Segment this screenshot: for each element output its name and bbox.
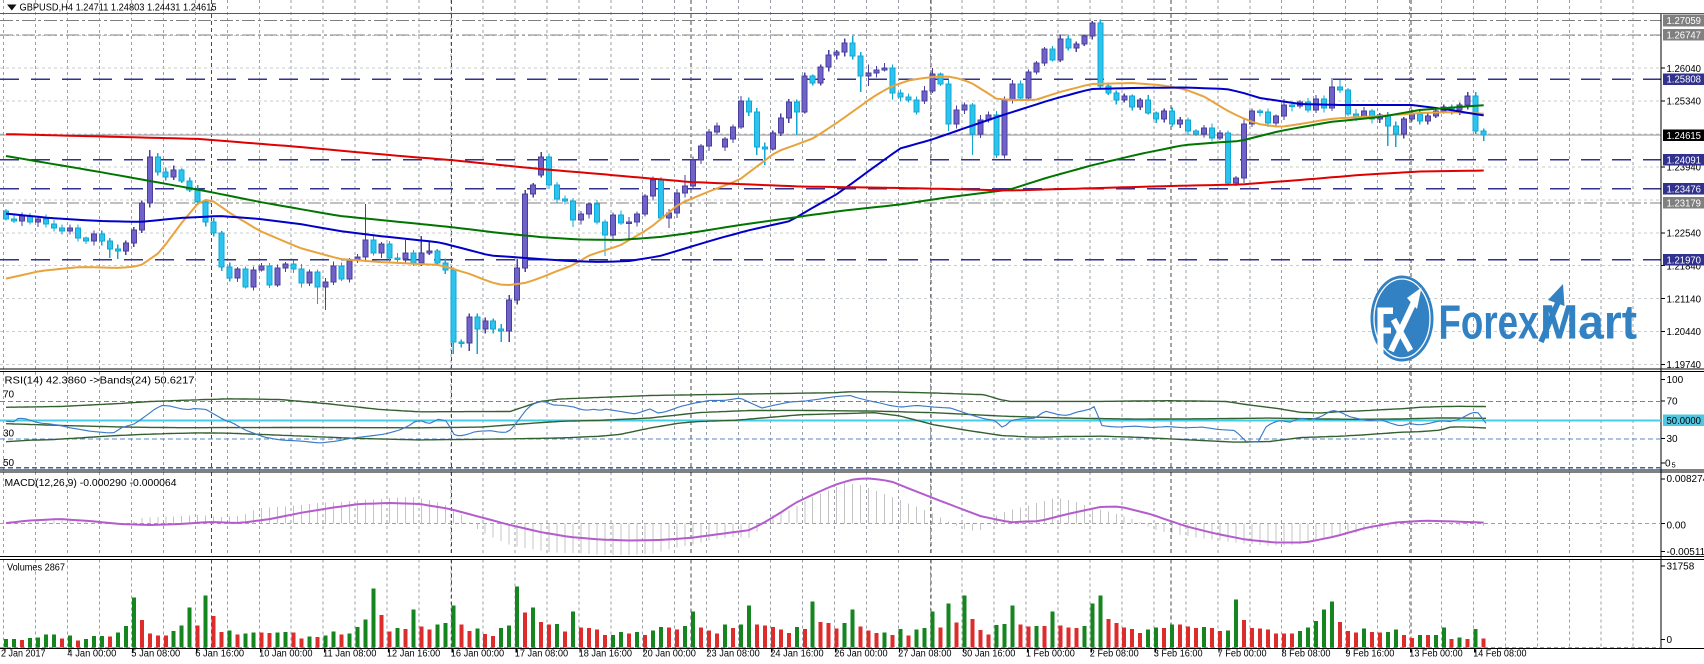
svg-text:100: 100 — [1667, 375, 1684, 386]
svg-text:1.26747: 1.26747 — [1667, 31, 1702, 42]
svg-text:1.26040: 1.26040 — [1667, 64, 1702, 75]
svg-text:5: 5 — [1672, 461, 1676, 470]
svg-text:1.24091: 1.24091 — [1667, 156, 1702, 167]
svg-text:0: 0 — [1665, 459, 1671, 470]
svg-text:1.19740: 1.19740 — [1667, 360, 1702, 371]
svg-text:RSI(14) 42.3860 ->Bands(24) 5: RSI(14) 42.3860 ->Bands(24) 50.6217 — [5, 375, 195, 386]
svg-text:0: 0 — [1667, 635, 1673, 646]
svg-text:0.008274: 0.008274 — [1667, 474, 1704, 485]
svg-text:1.23940: 1.23940 — [1667, 163, 1702, 174]
svg-text:1.24615: 1.24615 — [1667, 131, 1702, 142]
svg-text:70: 70 — [3, 389, 15, 400]
svg-text:1.22540: 1.22540 — [1667, 228, 1702, 239]
svg-text:50: 50 — [3, 458, 15, 469]
svg-text:1.21970: 1.21970 — [1667, 255, 1702, 266]
svg-text:17 Jan 08:00: 17 Jan 08:00 — [515, 648, 569, 659]
svg-text:7 Feb 00:00: 7 Feb 00:00 — [1218, 648, 1267, 659]
svg-text:1.20440: 1.20440 — [1667, 327, 1702, 338]
svg-text:1.27059: 1.27059 — [1667, 16, 1702, 27]
svg-text:11 Jan 08:00: 11 Jan 08:00 — [323, 648, 377, 659]
svg-text:1.23179: 1.23179 — [1667, 198, 1702, 209]
svg-text:-0.005115: -0.005115 — [1667, 547, 1704, 558]
svg-text:31758: 31758 — [1667, 562, 1695, 573]
svg-text:Forex: Forex — [1439, 297, 1539, 350]
svg-text:18 Jan 16:00: 18 Jan 16:00 — [579, 648, 633, 659]
svg-text:2 Jan 2017: 2 Jan 2017 — [1, 648, 46, 659]
svg-text:70: 70 — [1667, 396, 1679, 407]
svg-text:1.21140: 1.21140 — [1667, 294, 1702, 305]
svg-text:14 Feb 08:00: 14 Feb 08:00 — [1473, 648, 1527, 659]
svg-text:Volumes 2867: Volumes 2867 — [7, 563, 65, 574]
svg-text:2 Feb 08:00: 2 Feb 08:00 — [1090, 648, 1139, 659]
svg-text:0.00: 0.00 — [1667, 520, 1687, 531]
svg-text:3 Feb 16:00: 3 Feb 16:00 — [1154, 648, 1203, 659]
svg-text:5 Jan 08:00: 5 Jan 08:00 — [131, 648, 180, 659]
svg-text:13 Feb 00:00: 13 Feb 00:00 — [1409, 648, 1463, 659]
svg-text:1.23476: 1.23476 — [1667, 184, 1702, 195]
svg-text:20 Jan 00:00: 20 Jan 00:00 — [643, 648, 697, 659]
svg-text:12 Jan 16:00: 12 Jan 16:00 — [387, 648, 441, 659]
svg-text:4 Jan 00:00: 4 Jan 00:00 — [67, 648, 116, 659]
svg-text:23 Jan 08:00: 23 Jan 08:00 — [706, 648, 760, 659]
svg-text:50.0000: 50.0000 — [1667, 416, 1702, 427]
svg-text:1.25340: 1.25340 — [1667, 97, 1702, 108]
svg-text:8 Feb 08:00: 8 Feb 08:00 — [1282, 648, 1331, 659]
svg-text:1.25808: 1.25808 — [1667, 75, 1702, 86]
svg-text:6 Jan 16:00: 6 Jan 16:00 — [195, 648, 244, 659]
svg-text:30: 30 — [1667, 434, 1679, 445]
svg-text:27 Jan 08:00: 27 Jan 08:00 — [898, 648, 952, 659]
svg-text:1.21840: 1.21840 — [1667, 261, 1702, 272]
svg-text:24 Jan 16:00: 24 Jan 16:00 — [770, 648, 824, 659]
svg-text:30 Jan 16:00: 30 Jan 16:00 — [962, 648, 1016, 659]
svg-text:9 Feb 16:00: 9 Feb 16:00 — [1345, 648, 1394, 659]
svg-text:10 Jan 00:00: 10 Jan 00:00 — [259, 648, 313, 659]
svg-text:1 Feb 00:00: 1 Feb 00:00 — [1026, 648, 1075, 659]
svg-text:GBPUSD,H4 1.24711 1.24803 1.2: GBPUSD,H4 1.24711 1.24803 1.24431 1.2461… — [20, 2, 217, 13]
svg-text:30: 30 — [3, 429, 15, 440]
svg-text:MACD(12,26,9) -0.000290 -0.000: MACD(12,26,9) -0.000290 -0.000064 — [5, 478, 177, 489]
svg-text:26 Jan 00:00: 26 Jan 00:00 — [834, 648, 888, 659]
svg-text:16 Jan 00:00: 16 Jan 00:00 — [451, 648, 505, 659]
